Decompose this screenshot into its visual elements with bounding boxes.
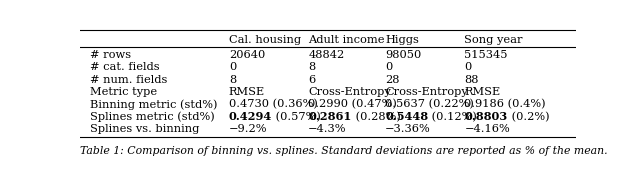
Text: 0.2861: 0.2861 <box>308 111 351 122</box>
Text: Binning metric (std%): Binning metric (std%) <box>90 99 218 110</box>
Text: 0.2990 (0.47%): 0.2990 (0.47%) <box>308 99 397 110</box>
Text: # cat. fields: # cat. fields <box>90 62 159 72</box>
Text: (0.28%): (0.28%) <box>351 112 401 122</box>
Text: (0.57%): (0.57%) <box>272 112 321 122</box>
Text: Cross-Entropy: Cross-Entropy <box>308 87 391 97</box>
Text: −4.3%: −4.3% <box>308 124 347 134</box>
Text: 8: 8 <box>308 62 316 72</box>
Text: RMSE: RMSE <box>229 87 265 97</box>
Text: # num. fields: # num. fields <box>90 75 167 85</box>
Text: 48842: 48842 <box>308 50 344 60</box>
Text: Cal. housing: Cal. housing <box>229 35 301 45</box>
Text: (0.12%): (0.12%) <box>428 112 477 122</box>
Text: 0: 0 <box>465 62 472 72</box>
Text: 0.4294: 0.4294 <box>229 111 272 122</box>
Text: −3.36%: −3.36% <box>385 124 431 134</box>
Text: Adult income: Adult income <box>308 35 385 45</box>
Text: Splines vs. binning: Splines vs. binning <box>90 124 199 134</box>
Text: Splines metric (std%): Splines metric (std%) <box>90 112 214 122</box>
Text: RMSE: RMSE <box>465 87 500 97</box>
Text: 0.5448: 0.5448 <box>385 111 428 122</box>
Text: −9.2%: −9.2% <box>229 124 268 134</box>
Text: 88: 88 <box>465 75 479 85</box>
Text: 0: 0 <box>229 62 236 72</box>
Text: 6: 6 <box>308 75 316 85</box>
Text: 0.4730 (0.36%): 0.4730 (0.36%) <box>229 99 317 110</box>
Text: 0.9186 (0.4%): 0.9186 (0.4%) <box>465 99 546 110</box>
Text: Higgs: Higgs <box>385 35 419 45</box>
Text: 8: 8 <box>229 75 236 85</box>
Text: −4.16%: −4.16% <box>465 124 510 134</box>
Text: Metric type: Metric type <box>90 87 157 97</box>
Text: 0: 0 <box>385 62 392 72</box>
Text: 98050: 98050 <box>385 50 421 60</box>
Text: 20640: 20640 <box>229 50 265 60</box>
Text: Table 1: Comparison of binning vs. splines. Standard deviations are reported as : Table 1: Comparison of binning vs. splin… <box>80 146 607 156</box>
Text: # rows: # rows <box>90 50 131 60</box>
Text: Song year: Song year <box>465 35 523 45</box>
Text: Cross-Entropy: Cross-Entropy <box>385 87 468 97</box>
Text: 0.5637 (0.22%): 0.5637 (0.22%) <box>385 99 474 110</box>
Text: 28: 28 <box>385 75 399 85</box>
Text: 0.8803: 0.8803 <box>465 111 508 122</box>
Text: (0.2%): (0.2%) <box>508 112 549 122</box>
Text: 515345: 515345 <box>465 50 508 60</box>
